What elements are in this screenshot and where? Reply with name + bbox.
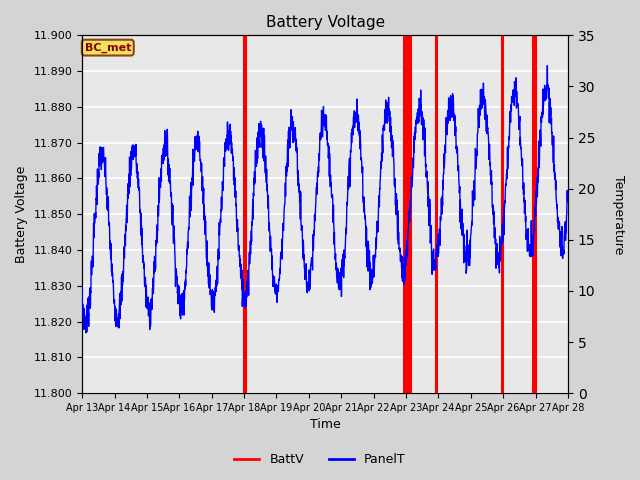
Y-axis label: Battery Voltage: Battery Voltage [15,166,28,263]
Text: BC_met: BC_met [84,43,131,53]
X-axis label: Time: Time [310,419,340,432]
Y-axis label: Temperature: Temperature [612,175,625,254]
Title: Battery Voltage: Battery Voltage [266,15,385,30]
Legend: BattV, PanelT: BattV, PanelT [229,448,411,471]
